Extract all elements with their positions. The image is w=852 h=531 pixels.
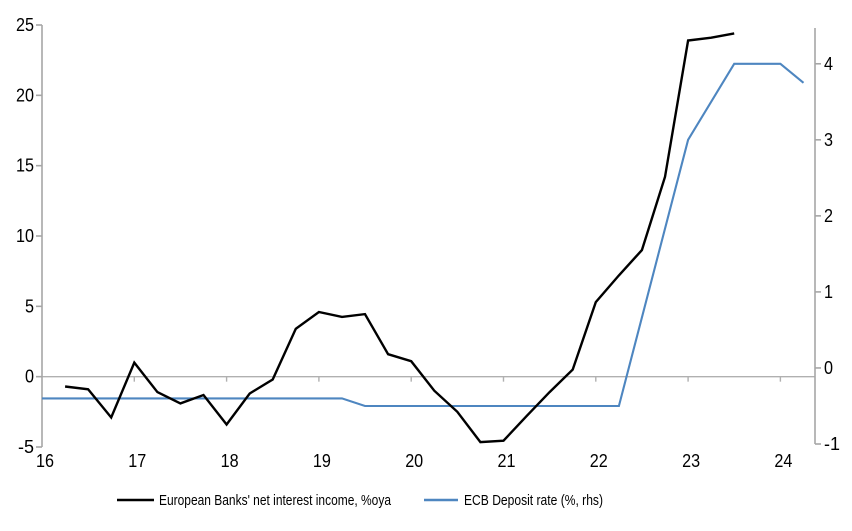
left-axis-tick-label: 20	[16, 85, 34, 105]
legend-label-european-banks-nii: European Banks' net interest income, %oy…	[159, 492, 392, 509]
right-axis-tick-label: -1	[824, 434, 840, 454]
left-axis-tick-label: 10	[16, 226, 34, 246]
left-axis-tick-label: 0	[25, 367, 34, 387]
left-axis-tick-label: -5	[18, 437, 34, 457]
right-axis-tick-label: 0	[824, 358, 833, 378]
right-axis-tick-label: 3	[824, 130, 833, 150]
x-axis-tick-label: 23	[682, 451, 700, 471]
x-axis-tick-label: 17	[128, 451, 146, 471]
x-axis-tick-label: 19	[313, 451, 331, 471]
x-axis-tick-label: 24	[774, 451, 792, 471]
series-line-european-banks-nii	[64, 32, 735, 444]
x-axis-tick-label: 21	[497, 451, 515, 471]
x-axis-tick-label: 22	[590, 451, 608, 471]
left-axis-tick-label: 5	[25, 296, 34, 316]
legend-label-ecb-deposit-rate: ECB Deposit rate (%, rhs)	[464, 492, 603, 509]
right-axis-tick-label: 4	[824, 54, 833, 74]
x-axis-tick-label: 20	[405, 451, 423, 471]
x-axis-tick-label: 18	[221, 451, 239, 471]
left-axis-tick-label: 15	[16, 156, 34, 176]
series-line-ecb-deposit-rate	[42, 62, 805, 408]
right-axis-tick-label: 1	[824, 282, 833, 302]
right-axis-tick-label: 2	[824, 206, 833, 226]
x-axis-tick-label: 16	[36, 451, 54, 471]
left-axis-tick-label: 25	[16, 15, 34, 35]
